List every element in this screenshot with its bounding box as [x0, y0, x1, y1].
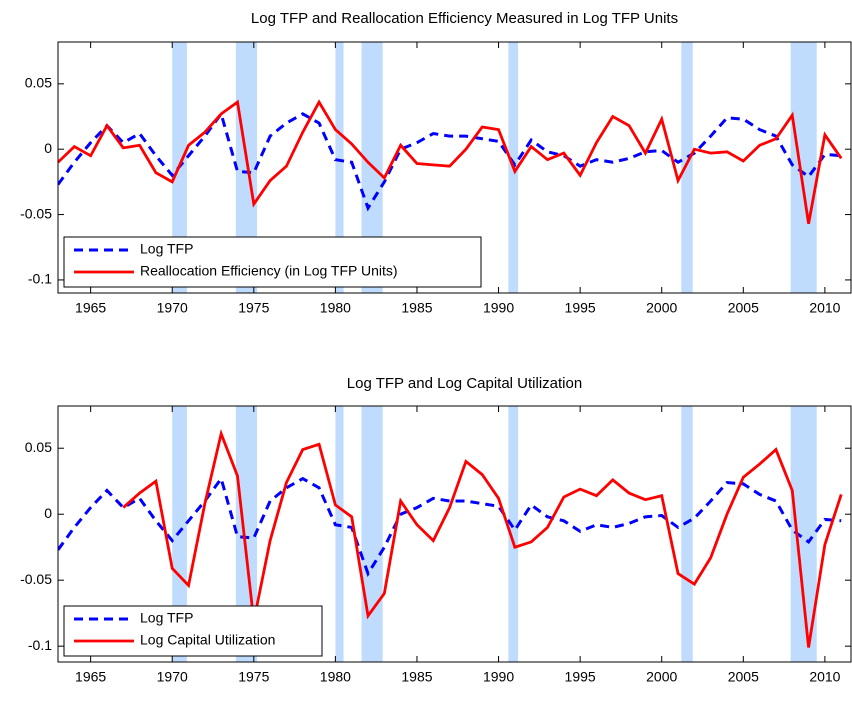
y-tick-label: -0.05: [20, 205, 52, 221]
x-tick-label: 1985: [401, 300, 432, 316]
y-tick-label: 0.05: [25, 439, 52, 455]
x-tick-label: 2000: [646, 669, 677, 685]
x-tick-label: 1980: [320, 669, 351, 685]
x-tick-label: 1965: [75, 669, 106, 685]
series-line: [58, 110, 842, 212]
x-tick-label: 1970: [157, 300, 188, 316]
recession-band: [361, 406, 383, 662]
subplot: Log TFP and Reallocation Efficiency Meas…: [20, 10, 852, 316]
y-tick-label: 0: [44, 140, 52, 156]
x-tick-label: 2000: [646, 300, 677, 316]
legend-box: [63, 605, 323, 657]
x-tick-label: 1995: [565, 669, 596, 685]
plot-lines: [58, 428, 843, 648]
recession-band: [335, 42, 344, 293]
x-tick-label: 1980: [320, 300, 351, 316]
recession-band: [235, 42, 258, 293]
subplot: Log TFP and Log Capital Utilization 1965 1…: [20, 375, 852, 685]
recession-band: [335, 406, 344, 662]
x-tick-label: 1970: [157, 669, 188, 685]
y-tick-label: 0.05: [25, 75, 52, 91]
plot-lines: [58, 99, 843, 224]
legend-label: Log TFP: [140, 610, 193, 626]
x-tick-label: 1985: [401, 669, 432, 685]
y-tick-label: -0.05: [20, 571, 52, 587]
plot-frame: [57, 405, 852, 663]
chart-title: Log TFP and Reallocation Efficiency Meas…: [251, 10, 678, 27]
legend-label: Log Capital Utilization: [140, 632, 275, 648]
series-line: [58, 475, 842, 578]
legend-label: Reallocation Efficiency (in Log TFP Unit…: [140, 263, 398, 279]
recession-band: [790, 42, 817, 293]
y-tick-label: 0: [44, 505, 52, 521]
series-line: [122, 428, 843, 648]
y-tick-label: -0.1: [28, 637, 52, 653]
x-tick-label: 2005: [728, 669, 759, 685]
x-tick-label: 1965: [75, 300, 106, 316]
legend-label: Log TFP: [140, 241, 193, 257]
recession-band: [508, 406, 519, 662]
y-tick-label: -0.1: [28, 271, 52, 287]
recession-band: [681, 42, 693, 293]
x-tick-label: 1975: [238, 669, 269, 685]
x-tick-label: 2010: [809, 669, 840, 685]
recession-band: [681, 406, 693, 662]
legend-box: [63, 236, 482, 288]
x-tick-label: 1975: [238, 300, 269, 316]
x-tick-label: 1995: [565, 300, 596, 316]
series-line: [58, 99, 843, 224]
chart-title: Log TFP and Log Capital Utilization: [347, 375, 582, 392]
x-tick-label: 1990: [483, 300, 514, 316]
x-tick-label: 2005: [728, 300, 759, 316]
plot-frame: [57, 41, 852, 294]
x-tick-label: 1990: [483, 669, 514, 685]
x-tick-label: 2010: [809, 300, 840, 316]
